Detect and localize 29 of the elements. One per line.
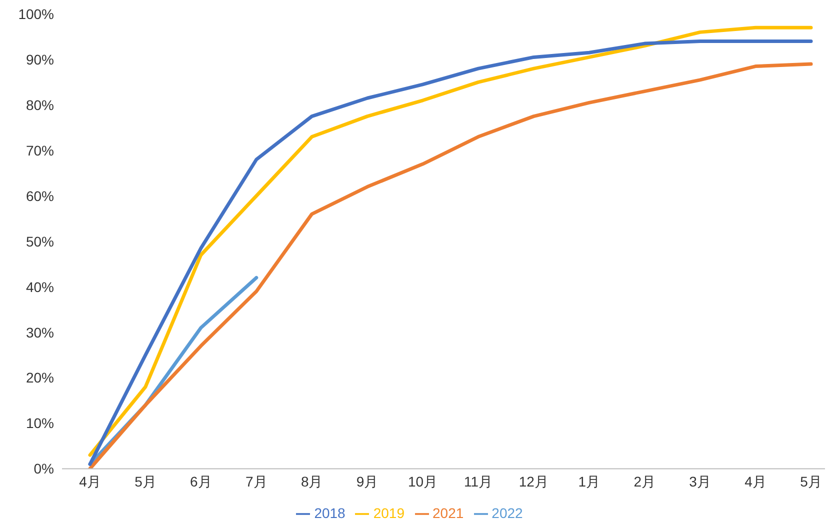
y-tick-label: 10% bbox=[26, 415, 54, 432]
y-tick-label: 20% bbox=[26, 370, 54, 386]
x-tick-label: 1月 bbox=[578, 474, 600, 490]
y-tick-label: 80% bbox=[26, 96, 54, 113]
x-tick-label: 12月 bbox=[518, 474, 548, 490]
x-tick-label: 4月 bbox=[79, 474, 101, 490]
x-tick-label: 11月 bbox=[464, 474, 493, 490]
y-tick-label: 50% bbox=[26, 233, 54, 250]
y-tick-label: 30% bbox=[26, 324, 54, 340]
x-tick-label: 7月 bbox=[245, 474, 268, 490]
legend-label: 2018 bbox=[314, 504, 346, 521]
legend-label: 2022 bbox=[492, 504, 523, 521]
x-tick-label: 5月 bbox=[134, 474, 156, 490]
x-tick-label: 9月 bbox=[356, 474, 378, 490]
x-tick-label: 2月 bbox=[634, 474, 656, 490]
y-tick-label: 60% bbox=[26, 188, 54, 204]
x-tick-label: 5月 bbox=[800, 474, 822, 490]
legend-label: 2021 bbox=[432, 504, 464, 521]
y-tick-label: 90% bbox=[26, 51, 54, 68]
x-tick-label: 10月 bbox=[408, 474, 438, 490]
y-tick-label: 40% bbox=[26, 278, 54, 295]
x-tick-label: 8月 bbox=[300, 474, 323, 490]
y-tick-label: 100% bbox=[18, 6, 54, 22]
x-tick-label: 6月 bbox=[190, 474, 212, 490]
legend-label: 2019 bbox=[373, 504, 404, 521]
y-tick-label: 0% bbox=[34, 460, 54, 477]
x-tick-label: 4月 bbox=[744, 474, 766, 490]
x-tick-label: 3月 bbox=[689, 474, 711, 490]
y-tick-label: 70% bbox=[26, 142, 54, 158]
